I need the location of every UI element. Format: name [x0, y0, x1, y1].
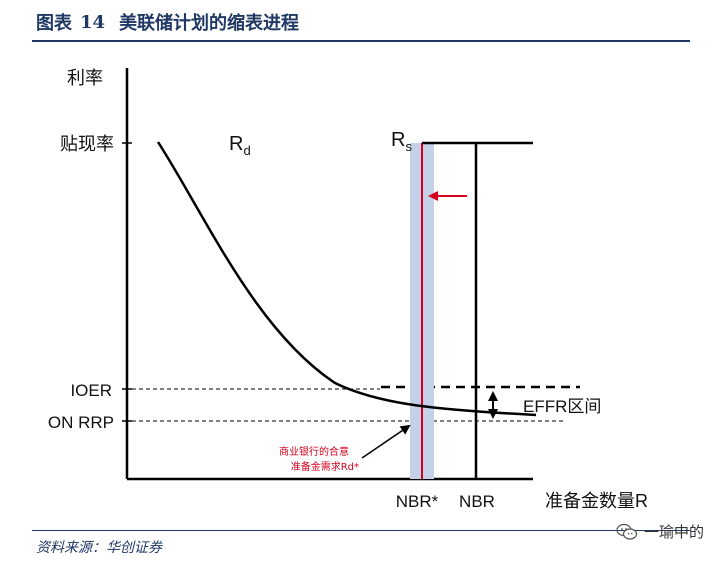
nbr-star-label: NBR*	[396, 492, 439, 511]
demand-curve	[156, 141, 537, 417]
optimal-demand-label-line1: 商业银行的合意	[279, 445, 349, 458]
figure-label: 图表	[36, 13, 72, 34]
effr-range-label: EFFR区间	[523, 397, 601, 416]
demand-label-main: R	[229, 133, 243, 155]
figure-header: 图表 14 美联储计划的缩表进程	[36, 8, 299, 36]
watermark: 一瑜中的	[616, 521, 704, 542]
supply-label-sub: s	[405, 139, 412, 154]
figure-number: 14	[80, 11, 106, 33]
watermark-text: 一瑜中的	[643, 523, 704, 541]
nbr-label: NBR	[459, 492, 495, 511]
demand-curve-label: Rd	[229, 133, 251, 158]
optimal-demand-arrow	[361, 424, 411, 459]
x-axis-label: 准备金数量R	[545, 491, 648, 511]
optimal-demand-label-line2: 准备金需求Rd*	[291, 460, 359, 473]
wechat-icon	[616, 523, 638, 540]
supply-curve-label: Rs	[391, 129, 412, 154]
level-ioer-label: IOER	[70, 381, 112, 400]
source-note: 资料来源：华创证券	[36, 540, 162, 556]
figure-title: 美联储计划的缩表进程	[119, 13, 300, 34]
header-rule	[32, 40, 690, 42]
demand-label-sub: d	[243, 143, 250, 158]
footer-rule	[32, 530, 690, 531]
supply-label-main: R	[391, 129, 405, 151]
level-discount-label: 贴现率	[60, 134, 114, 154]
level-on-rrp-label: ON RRP	[48, 413, 114, 432]
y-axis-label: 利率	[67, 68, 103, 88]
